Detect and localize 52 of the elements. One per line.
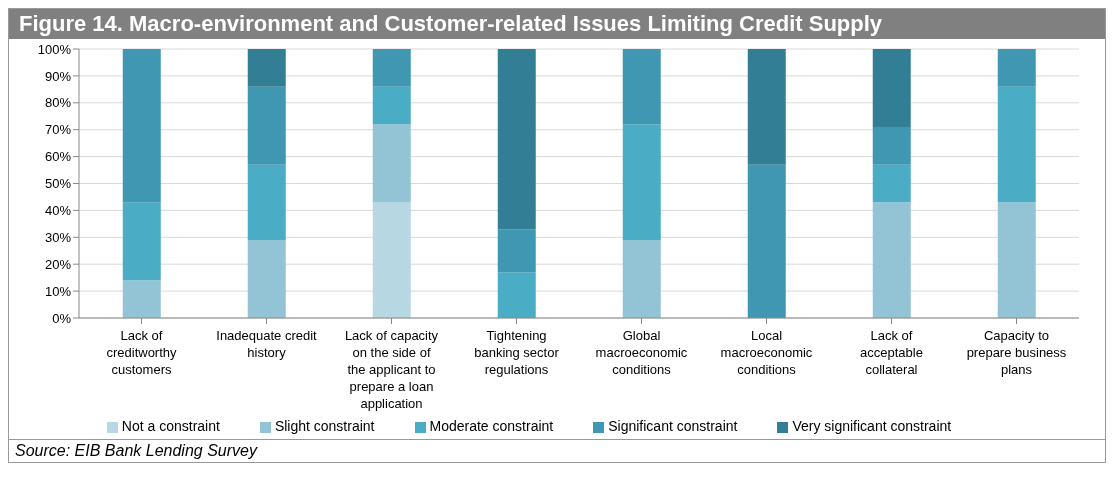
bar xyxy=(372,86,411,125)
y-tick-label: 20% xyxy=(44,256,72,272)
bar xyxy=(247,239,286,318)
bar xyxy=(247,86,286,165)
bar xyxy=(122,280,161,318)
bar xyxy=(497,229,536,273)
y-tick-label: 70% xyxy=(44,122,72,138)
bar xyxy=(497,272,536,318)
bar xyxy=(247,164,286,240)
bar xyxy=(872,202,911,318)
y-tick-label: 0% xyxy=(52,310,72,326)
source-note: Source: EIB Bank Lending Survey xyxy=(9,439,1105,462)
bar xyxy=(497,49,536,230)
chart-title: Figure 14. Macro-environment and Customer-related Issues Limiting Credit Supply xyxy=(9,9,1105,39)
x-tick-label: Lack of acceptable collateral xyxy=(860,328,923,377)
bar xyxy=(122,49,161,203)
y-tick-label: 90% xyxy=(44,68,72,84)
bar xyxy=(372,49,411,87)
legend-label: Very significant constraint xyxy=(792,418,952,434)
y-tick-label: 50% xyxy=(44,176,72,192)
x-tick-label: Global macroeconomic conditions xyxy=(595,328,688,377)
y-tick-label: 60% xyxy=(44,149,72,165)
legend-label: Slight constraint xyxy=(274,418,375,434)
bar xyxy=(622,49,661,125)
x-tick-label: Lack of capacity on the side of the applicant to prepare a loan application xyxy=(344,328,439,411)
legend-label: Significant constraint xyxy=(608,418,738,434)
y-tick-label: 40% xyxy=(44,203,72,219)
bar xyxy=(997,202,1036,318)
bar xyxy=(372,202,411,318)
y-tick-label: 30% xyxy=(44,229,72,245)
bar xyxy=(622,124,661,240)
x-tick-label: Local macroeconomic conditions xyxy=(720,328,813,377)
y-tick-label: 80% xyxy=(44,95,72,111)
legend-label: Not a constraint xyxy=(121,418,220,434)
bar xyxy=(997,86,1036,203)
bar xyxy=(122,202,161,281)
bar xyxy=(872,49,911,128)
bar xyxy=(997,49,1036,87)
x-tick-label: Inadequate credit history xyxy=(216,328,318,360)
x-tick-label: Lack of creditworthy customers xyxy=(106,328,178,377)
bar xyxy=(622,239,661,318)
bar xyxy=(872,164,911,203)
bar xyxy=(747,49,786,165)
bar xyxy=(372,124,411,203)
x-tick-label: Tightening banking sector regulations xyxy=(474,328,560,377)
legend-label: Moderate constraint xyxy=(429,418,554,434)
bar xyxy=(247,49,286,87)
y-tick-label: 100% xyxy=(37,41,72,57)
x-tick-label: Capacity to prepare business plans xyxy=(966,328,1067,377)
bar xyxy=(872,127,911,165)
y-tick-label: 10% xyxy=(44,283,72,299)
bar xyxy=(747,164,786,318)
